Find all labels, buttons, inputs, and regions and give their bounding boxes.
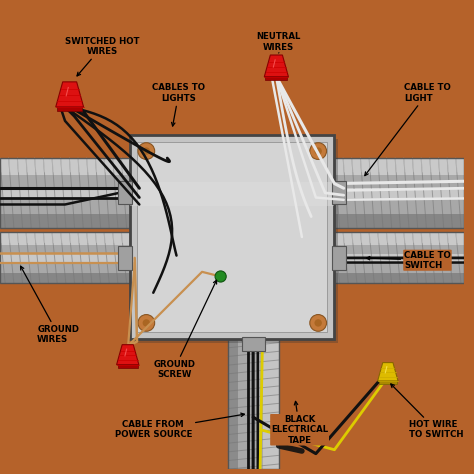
Bar [228,339,238,469]
Bar [0,188,130,198]
Text: CABLE FROM
POWER SOURCE: CABLE FROM POWER SOURCE [115,413,245,439]
Text: NEUTRAL
WIRES: NEUTRAL WIRES [256,32,301,53]
Bar [265,74,287,81]
Bar [130,182,335,206]
Circle shape [314,319,322,327]
Bar [379,379,397,384]
Bar [0,158,130,228]
Polygon shape [56,82,83,107]
Circle shape [310,143,327,159]
Bar [335,158,465,228]
Bar [335,254,465,262]
Polygon shape [264,55,289,77]
Text: BLACK
ELECTRICAL
TAPE: BLACK ELECTRICAL TAPE [271,401,328,445]
Circle shape [138,143,155,159]
Bar [0,232,130,283]
Text: CABLES TO
LIGHTS: CABLES TO LIGHTS [152,83,205,126]
Bar [242,337,265,351]
Bar [130,135,335,339]
Bar [335,158,465,175]
Bar [228,339,279,469]
Circle shape [138,315,155,331]
Bar [335,214,465,228]
Text: GROUND
WIRES: GROUND WIRES [20,266,79,344]
Text: CABLE TO
LIGHT: CABLE TO LIGHT [365,83,451,175]
Bar [0,158,130,228]
Bar [332,181,346,204]
Text: SWITCHED HOT
WIRES: SWITCHED HOT WIRES [65,37,139,76]
Circle shape [143,147,150,155]
Bar [335,158,465,228]
Bar [335,232,465,283]
Bar [57,104,82,111]
Bar [0,273,130,283]
Polygon shape [117,345,139,365]
Bar [228,339,279,469]
Text: CABLE TO
SWITCH: CABLE TO SWITCH [366,251,451,270]
Bar [332,246,346,270]
Bar [335,232,465,245]
Bar [0,158,130,175]
Bar [335,232,465,283]
Bar [118,363,138,368]
Polygon shape [378,363,398,381]
Bar [0,254,130,262]
Circle shape [310,315,327,331]
Bar [118,181,132,204]
Bar [264,339,279,469]
Bar [335,188,465,198]
Circle shape [143,319,150,327]
Bar [335,273,465,283]
Bar [0,214,130,228]
Bar [134,138,338,343]
Bar [137,142,328,332]
Text: HOT WIRE
TO SWITCH: HOT WIRE TO SWITCH [391,384,463,439]
Text: GROUND
SCREW: GROUND SCREW [153,280,217,379]
Circle shape [215,271,226,282]
Bar [0,232,130,283]
Circle shape [314,147,322,155]
Bar [0,232,130,245]
Bar [118,246,132,270]
